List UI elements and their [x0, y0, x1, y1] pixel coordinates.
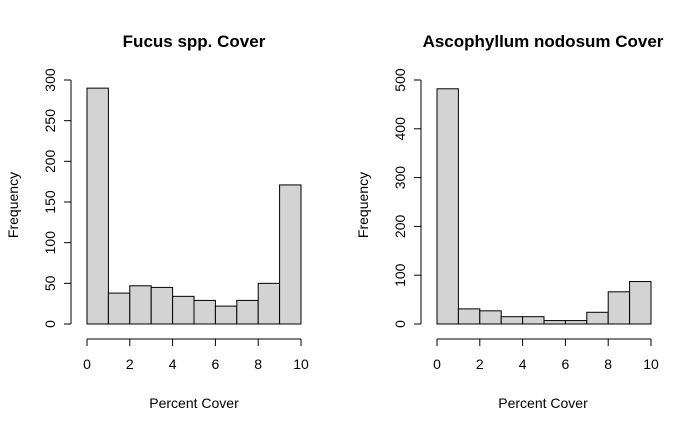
fucus-bar-0 [86, 87, 109, 325]
fucus-y-axis-label: Frequency [5, 172, 21, 238]
fucus-bar-2 [129, 285, 152, 325]
ascophyllum-y-axis-label: Frequency [355, 172, 371, 238]
ascophyllum-bar-8 [607, 291, 631, 325]
ascophyllum-histogram-panel: Ascophyllum nodosum Cover Percent Cover … [355, 32, 664, 411]
fucus-x-tick-label: 6 [212, 356, 220, 372]
ascophyllum-bar-7 [586, 311, 609, 325]
fucus-x-axis-label: Percent Cover [149, 395, 239, 411]
fucus-x-tick-label: 10 [293, 356, 309, 372]
fucus-bar-3 [150, 286, 174, 325]
ascophyllum-bar-4 [522, 316, 545, 325]
fucus-y-tick-label: 200 [42, 149, 58, 173]
ascophyllum-y-tick-label: 0 [392, 320, 408, 328]
fucus-x-tick-label: 8 [254, 356, 262, 372]
fucus-bar-4 [172, 295, 195, 325]
fucus-x-tick-label: 2 [126, 356, 134, 372]
fucus-x-tick-label: 0 [83, 356, 91, 372]
ascophyllum-x-tick-label: 8 [604, 356, 612, 372]
fucus-histogram-panel: Fucus spp. Cover Percent Cover Frequency… [5, 32, 309, 411]
ascophyllum-bar-5 [543, 320, 566, 325]
ascophyllum-x-tick-label: 6 [562, 356, 570, 372]
ascophyllum-bar-1 [457, 308, 481, 325]
ascophyllum-bar-3 [500, 316, 524, 325]
fucus-bar-7 [236, 299, 259, 325]
ascophyllum-y-tick-label: 200 [392, 215, 408, 239]
fucus-y-tick-label: 300 [42, 68, 58, 92]
ascophyllum-y-tick-label: 400 [392, 117, 408, 141]
ascophyllum-bar-9 [629, 281, 652, 325]
fucus-bar-6 [214, 305, 238, 325]
ascophyllum-x-tick-label: 10 [643, 356, 659, 372]
ascophyllum-y-tick-label: 100 [392, 263, 408, 287]
ascophyllum-bar-6 [564, 320, 588, 325]
ascophyllum-x-tick-label: 0 [433, 356, 441, 372]
ascophyllum-bar-2 [479, 310, 502, 325]
fucus-bar-5 [193, 299, 216, 325]
fucus-y-tick-label: 50 [42, 275, 58, 291]
ascophyllum-y-tick-label: 300 [392, 166, 408, 190]
fucus-chart-title: Fucus spp. Cover [123, 32, 266, 51]
ascophyllum-x-axis-label: Percent Cover [498, 395, 588, 411]
ascophyllum-chart-title: Ascophyllum nodosum Cover [423, 32, 664, 51]
fucus-bar-1 [107, 292, 131, 325]
fucus-y-tick-label: 150 [42, 190, 58, 214]
fucus-bar-8 [257, 282, 281, 325]
ascophyllum-bar-0 [436, 88, 459, 325]
fucus-y-tick-label: 250 [42, 109, 58, 133]
ascophyllum-x-tick-label: 2 [476, 356, 484, 372]
fucus-bar-9 [279, 184, 302, 325]
ascophyllum-x-tick-label: 4 [519, 356, 527, 372]
fucus-x-tick-label: 4 [169, 356, 177, 372]
ascophyllum-y-tick-label: 500 [392, 68, 408, 92]
fucus-y-tick-label: 0 [42, 320, 58, 328]
fucus-y-tick-label: 100 [42, 231, 58, 255]
